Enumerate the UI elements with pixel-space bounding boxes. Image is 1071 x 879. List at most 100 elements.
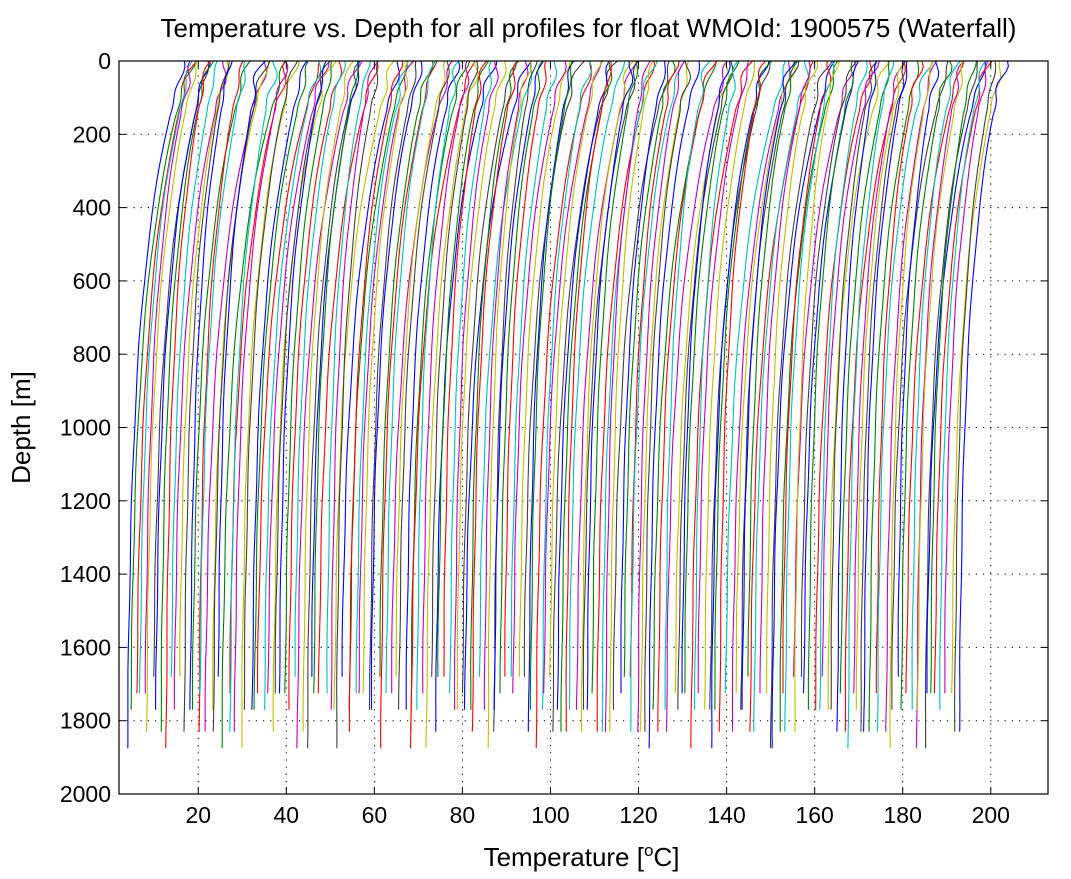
profile-line <box>711 60 770 749</box>
profile-line <box>827 60 892 710</box>
profile-line <box>189 60 233 710</box>
profile-line <box>930 60 978 694</box>
profile-line <box>684 60 740 694</box>
profile-line <box>130 60 197 710</box>
profile-line <box>612 60 670 710</box>
profile-line <box>470 60 520 710</box>
profile-line <box>889 60 934 749</box>
profile-line <box>241 60 300 749</box>
profile-line <box>253 60 309 710</box>
profile-line <box>905 60 965 694</box>
profile-line <box>784 60 835 732</box>
profile-line <box>891 60 949 710</box>
profile-line <box>541 60 593 710</box>
profile-line <box>664 60 711 710</box>
profile-line <box>221 60 287 749</box>
profile-line <box>317 60 379 694</box>
profile-line <box>819 60 868 710</box>
x-axis-label: Temperature [oC] <box>484 841 680 872</box>
profile-line <box>288 60 343 710</box>
x-tick-label: 180 <box>884 802 922 828</box>
profile-line <box>677 60 734 710</box>
profile-line <box>853 60 906 694</box>
profile-line <box>944 60 989 694</box>
profile-line <box>398 60 450 710</box>
profile-line <box>897 60 940 677</box>
y-tick-label: 2000 <box>60 781 111 807</box>
y-tick-label: 800 <box>73 341 111 367</box>
profile-line <box>916 60 964 710</box>
profile-line <box>341 60 400 677</box>
profile-line <box>885 60 938 732</box>
profile-line <box>330 60 379 710</box>
profile-line <box>410 60 476 749</box>
profile-line <box>326 60 372 694</box>
profile-line <box>807 60 854 710</box>
profile-line <box>296 60 363 749</box>
profile-line <box>681 60 731 694</box>
x-tick-label: 140 <box>707 802 745 828</box>
profile-line <box>800 60 858 677</box>
profile-line <box>954 60 997 732</box>
y-tick-label: 1600 <box>60 634 111 660</box>
profile-line <box>609 60 654 732</box>
profile-line <box>637 60 686 732</box>
profile-line <box>648 60 701 749</box>
x-tick-label: 160 <box>795 802 833 828</box>
profile-line <box>358 60 415 694</box>
profile-line <box>267 60 330 694</box>
profile-line <box>527 60 575 732</box>
profile-line <box>453 60 499 710</box>
profile-line <box>204 60 268 732</box>
profile-line <box>926 60 986 694</box>
profile-lines <box>127 60 1009 749</box>
profile-line <box>847 60 895 749</box>
profile-line <box>876 60 934 732</box>
profile-line <box>348 60 404 732</box>
profile-line <box>915 60 965 749</box>
x-tick-label: 20 <box>185 802 211 828</box>
profile-line <box>731 60 791 732</box>
profile-line <box>779 60 839 732</box>
profile-line <box>461 60 517 694</box>
profile-line <box>510 60 558 677</box>
profile-line <box>463 60 532 710</box>
profile-line <box>385 60 436 694</box>
profile-line <box>405 60 461 710</box>
profile-line <box>630 60 686 732</box>
profile-line <box>483 60 529 710</box>
profile-line <box>836 60 878 732</box>
profile-line <box>549 60 604 677</box>
profile-line <box>793 60 856 677</box>
y-tick-label: 0 <box>98 48 111 74</box>
profile-line <box>449 60 493 694</box>
profile-line <box>591 60 639 694</box>
profile-line <box>604 60 651 732</box>
x-axis-label-suffix: C] <box>653 842 679 872</box>
profile-line <box>759 60 811 694</box>
profile-line <box>264 60 322 710</box>
x-tick-label: 40 <box>274 802 300 828</box>
profile-line <box>437 60 490 677</box>
profile-line <box>690 60 753 749</box>
y-tick-label: 1200 <box>60 488 111 514</box>
profile-line <box>199 60 246 694</box>
profile-line <box>596 60 655 732</box>
profile-line <box>256 60 320 694</box>
profile-line <box>629 60 680 677</box>
profile-line <box>336 60 379 749</box>
profile-line <box>493 60 544 710</box>
profile-line <box>665 60 728 732</box>
profile-line <box>839 61 890 694</box>
y-tick-label: 1000 <box>60 415 111 441</box>
profile-line <box>416 60 460 710</box>
profile-line <box>504 60 547 677</box>
profile-line <box>735 60 796 694</box>
x-tick-label: 120 <box>619 802 657 828</box>
profile-line <box>523 60 585 677</box>
profile-line <box>233 60 289 732</box>
profile-line <box>714 60 773 710</box>
profile-line <box>620 60 666 694</box>
profile-line <box>860 60 906 732</box>
